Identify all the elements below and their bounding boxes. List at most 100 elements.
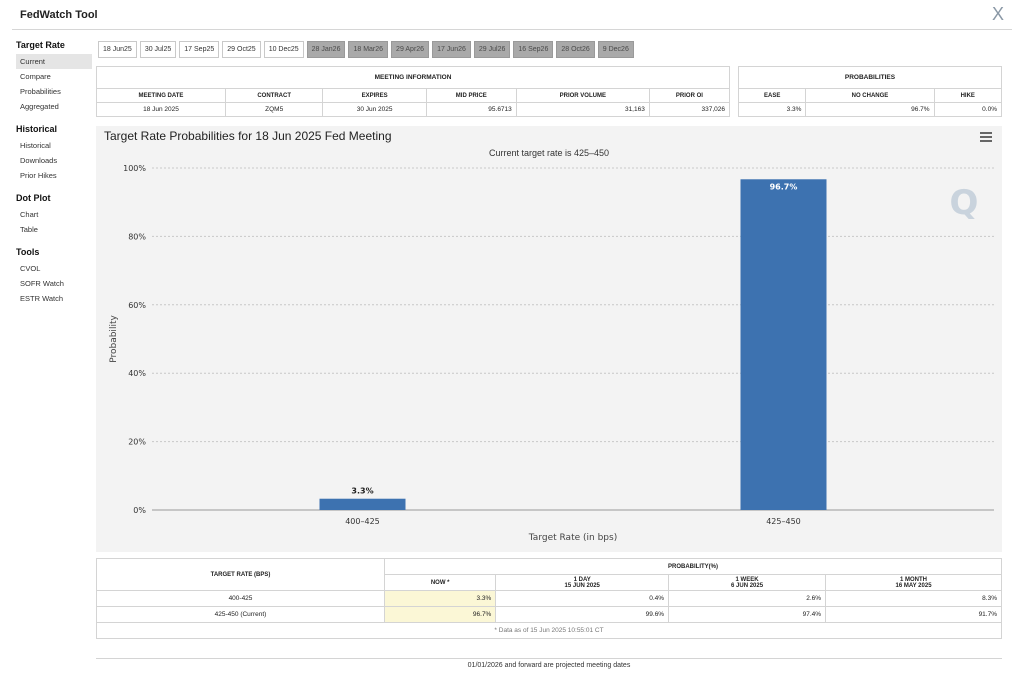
probabilities-header: PROBABILITIES — [738, 66, 1002, 89]
table-cell: 30 Jun 2025 — [322, 102, 427, 117]
tab-meeting-date[interactable]: 9 Dec26 — [597, 41, 634, 58]
tab-meeting-date[interactable]: 18 Jun25 — [98, 41, 137, 58]
table-cell: 3.3% — [737, 102, 807, 117]
bar-data-label: 3.3% — [351, 487, 373, 496]
chart-panel: 0% 20% 40% 60% 80% 100% 3.3% 400–425 96.7% 425–45… — [96, 126, 1002, 552]
table-cell: 95.6713 — [425, 102, 517, 117]
bar[interactable] — [740, 179, 827, 510]
column-header: 1 DAY 15 JUN 2025 — [495, 574, 670, 591]
sidebar-item-table[interactable]: Table — [20, 225, 38, 234]
column-header: CONTRACT — [224, 88, 324, 103]
column-header: PRIOR OI — [648, 88, 731, 103]
watermark-logo-icon: Q — [950, 183, 979, 223]
footer-note: 01/01/2026 and forward are projected mee… — [96, 658, 1002, 669]
probability-cell: 3.3% — [383, 590, 497, 607]
tab-meeting-date[interactable]: 29 Oct25 — [222, 41, 261, 58]
bar-data-label: 96.7% — [770, 182, 798, 191]
probability-cell: 2.6% — [668, 590, 827, 607]
column-header: HIKE — [933, 88, 1003, 103]
sidebar-heading: Target Rate — [16, 40, 65, 50]
target-rate-header: TARGET RATE (BPS) — [96, 558, 385, 591]
column-header: NO CHANGE — [805, 88, 935, 103]
probability-cell: 91.7% — [825, 606, 1002, 623]
column-header: EASE — [737, 88, 807, 103]
data-timestamp-note: * Data as of 15 Jun 2025 10:55:01 CT — [96, 622, 1002, 639]
target-rate-cell: 425-450 (Current) — [96, 606, 385, 623]
meeting-information-table: MEETING INFORMATION MEETING DATE CONTRACT… — [96, 66, 731, 117]
table-cell: 96.7% — [805, 102, 935, 117]
x-tick-label: 400–425 — [345, 517, 380, 526]
sidebar-section: Dot Plot Chart Table — [16, 193, 92, 237]
probabilities-table: PROBABILITIES EASE NO CHANGE HIKE 3.3% 96.7… — [737, 66, 1003, 117]
meeting-date-tabs: 18 Jun25 30 Jul25 17 Sep25 29 Oct25 10 Dec25… — [98, 41, 634, 58]
tab-meeting-date[interactable]: 18 Mar26 — [348, 41, 389, 58]
app-title: FedWatch Tool — [20, 9, 98, 21]
probability-cell: 0.4% — [495, 590, 670, 607]
tab-meeting-date[interactable]: 29 Apr26 — [391, 41, 430, 58]
probability-cell: 96.7% — [383, 606, 497, 623]
tab-meeting-date[interactable]: 30 Jul25 — [139, 41, 177, 58]
sidebar: Target Rate Current Compare Probabilities Ag… — [16, 40, 92, 316]
column-header: 1 MONTH 16 MAY 2025 — [825, 574, 1002, 591]
column-header: PRIOR VOLUME — [515, 88, 650, 103]
sidebar-item-compare[interactable]: Compare — [20, 72, 51, 81]
tab-meeting-date[interactable]: 17 Jun26 — [432, 41, 471, 58]
sidebar-section: Target Rate Current Compare Probabilities Ag… — [16, 40, 92, 114]
y-tick-label: 0% — [133, 506, 146, 515]
sidebar-item-chart[interactable]: Chart — [20, 210, 39, 219]
y-tick-label: 60% — [128, 301, 146, 310]
meeting-information-header: MEETING INFORMATION — [96, 66, 730, 89]
sidebar-heading: Tools — [16, 247, 40, 257]
column-header: 1 WEEK 6 JUN 2025 — [668, 574, 827, 591]
column-header: MEETING DATE — [96, 88, 226, 103]
sidebar-section: Tools CVOL SOFR Watch ESTR Watch — [16, 247, 92, 306]
sidebar-item-prior-hikes[interactable]: Prior Hikes — [20, 171, 57, 180]
target-rate-cell: 400-425 — [96, 590, 385, 607]
tab-meeting-date[interactable]: 29 Jul26 — [473, 41, 511, 58]
close-icon[interactable]: X — [991, 4, 1004, 24]
chart-subtitle: Current target rate is 425–450 — [488, 148, 610, 158]
top-bar: FedWatch Tool X — [12, 0, 1012, 30]
tab-meeting-date[interactable]: 28 Oct26 — [556, 41, 595, 58]
sidebar-heading: Historical — [16, 124, 58, 134]
y-tick-label: 40% — [128, 369, 146, 378]
sidebar-item-aggregated[interactable]: Aggregated — [20, 102, 59, 111]
table-cell: 31,163 — [515, 102, 650, 117]
column-header: NOW * — [383, 574, 497, 591]
x-tick-label: 425–450 — [766, 517, 801, 526]
sidebar-item-probabilities[interactable]: Probabilities — [20, 87, 61, 96]
column-header: MID PRICE — [425, 88, 517, 103]
table-cell: 337,026 — [648, 102, 731, 117]
tab-meeting-date[interactable]: 17 Sep25 — [179, 41, 220, 58]
x-axis-label: Target Rate (in bps) — [528, 533, 617, 543]
table-row: 425-450 (Current) 96.7% 99.6% 97.4% 91.7% — [96, 606, 1002, 623]
column-header: EXPIRES — [322, 88, 427, 103]
hamburger-menu-icon[interactable] — [980, 132, 992, 142]
sidebar-item-current[interactable]: Current — [16, 54, 92, 69]
probability-bar-chart: 0% 20% 40% 60% 80% 100% 3.3% 400–425 96.7% 425–45… — [109, 164, 994, 543]
table-row: 400-425 3.3% 0.4% 2.6% 8.3% — [96, 590, 1002, 607]
sidebar-item-sofr-watch[interactable]: SOFR Watch — [20, 279, 64, 288]
tab-meeting-date[interactable]: 10 Dec25 — [263, 41, 304, 58]
table-cell: ZQM5 — [224, 102, 324, 117]
sidebar-item-downloads[interactable]: Downloads — [20, 156, 58, 165]
probability-history-table: TARGET RATE (BPS) PROBABILITY(%) NOW * 1 … — [96, 558, 1002, 639]
sidebar-item-estr-watch[interactable]: ESTR Watch — [20, 294, 64, 303]
sidebar-section: Historical Historical Downloads Prior Hikes — [16, 124, 92, 183]
y-tick-label: 100% — [123, 164, 146, 173]
bar[interactable] — [319, 498, 406, 510]
y-tick-label: 80% — [128, 232, 146, 241]
sidebar-heading: Dot Plot — [16, 193, 51, 203]
probability-cell: 97.4% — [668, 606, 827, 623]
table-cell: 18 Jun 2025 — [96, 102, 226, 117]
tab-meeting-date[interactable]: 16 Sep26 — [513, 41, 554, 58]
y-axis-label: Probability — [109, 315, 119, 363]
probability-cell: 99.6% — [495, 606, 670, 623]
sidebar-item-historical[interactable]: Historical — [20, 141, 51, 150]
table-cell: 0.0% — [933, 102, 1003, 117]
tab-meeting-date[interactable]: 28 Jan26 — [306, 41, 346, 58]
probability-group-header: PROBABILITY(%) — [384, 558, 1002, 575]
chart-title: Target Rate Probabilities for 18 Jun 202… — [104, 129, 392, 143]
sidebar-item-cvol[interactable]: CVOL — [20, 264, 41, 273]
probability-cell: 8.3% — [825, 590, 1002, 607]
